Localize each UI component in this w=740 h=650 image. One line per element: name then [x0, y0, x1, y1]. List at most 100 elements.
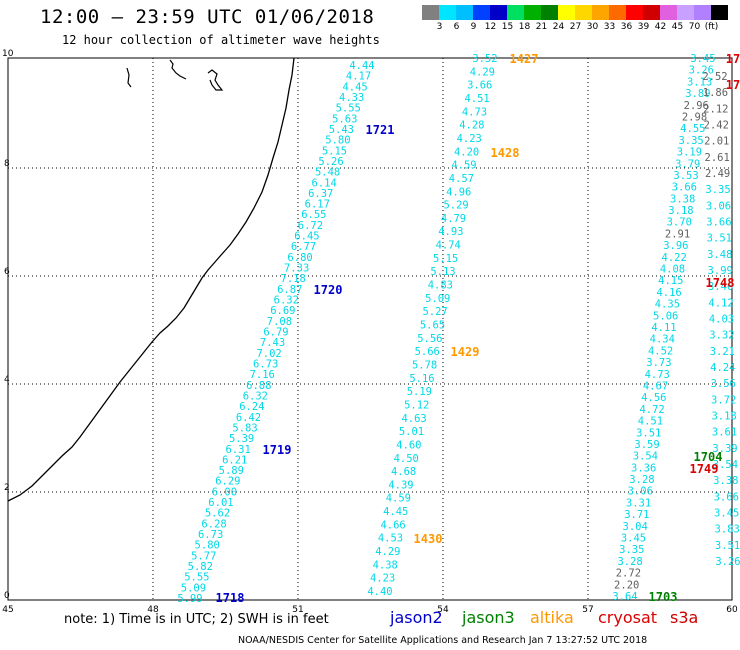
wave-height-value: 4.24 [710, 362, 735, 374]
wave-height-value: 5.62 [205, 508, 230, 520]
satellite-legend-item: s3a [670, 608, 699, 627]
pass-label: 1749 [690, 462, 719, 476]
color-swatch [643, 5, 660, 20]
wave-height-value: 5.80 [325, 135, 350, 147]
wave-height-value: 4.28 [459, 120, 484, 132]
color-scale-label: 15 [501, 22, 514, 32]
wave-height-value: 6.17 [305, 199, 330, 211]
satellite-legend-item: jason3 [462, 608, 515, 627]
wave-height-value: 4.96 [446, 186, 471, 198]
wave-height-value: 7.08 [267, 316, 292, 328]
wave-height-value: 3.54 [633, 451, 658, 463]
pass-number-labels: 1427 1721 1428 1720 1429 1719 1430 1718 17041749… [216, 52, 740, 605]
wave-height-value: 4.38 [373, 559, 398, 571]
wave-height-value: 4.68 [391, 466, 416, 478]
wave-height-value: 4.03 [709, 314, 734, 326]
y-tick-label: 0 [4, 591, 10, 601]
color-scale-label: 45 [671, 22, 684, 32]
wave-height-value: 2.42 [704, 120, 729, 132]
pass-label: 1719 [263, 443, 292, 457]
wave-height-value: 5.77 [191, 550, 216, 562]
wave-height-value: 6.87 [277, 284, 302, 296]
wave-height-value: 5.80 [195, 540, 220, 552]
pass-label: 1429 [451, 345, 480, 359]
wave-height-value: 5.19 [407, 386, 432, 398]
wave-height-value: 5.99 [177, 593, 202, 605]
color-scale-label: 27 [569, 22, 582, 32]
x-tick-label: 60 [726, 605, 738, 615]
wave-height-value: 4.73 [462, 106, 487, 118]
x-tick-label: 54 [437, 605, 449, 615]
wave-height-value: 3.64 [612, 591, 637, 603]
wave-height-value: 5.63 [332, 113, 357, 125]
wave-height-value: 4.67 [643, 380, 668, 392]
wave-height-value: 6.00 [212, 486, 237, 498]
wave-height-value: 4.40 [367, 586, 392, 598]
wave-height-value: 4.93 [438, 226, 463, 238]
y-tick-label: 6 [4, 267, 10, 277]
pass-label: 1428 [491, 146, 520, 160]
wave-height-value: 5.55 [184, 572, 209, 584]
color-swatch [626, 5, 643, 20]
wave-height-value: 4.51 [464, 93, 489, 105]
color-scale-label: 3 [436, 22, 443, 32]
pass-label: 1704 [694, 450, 723, 464]
wave-height-value: 3.66 [672, 182, 697, 194]
pass-label: 1718 [216, 591, 245, 605]
wave-height-value: 6.28 [201, 518, 226, 530]
color-scale-labels: 3 6 9 12 15 18 21 24 27 30 33 36 39 42 45 70 (ft) [422, 22, 720, 32]
wave-height-value: 4.53 [378, 533, 403, 545]
wave-height-value: 4.72 [639, 404, 664, 416]
wave-height-value: 5.83 [232, 422, 257, 434]
wave-height-value: 3.35 [619, 544, 644, 556]
x-tick-label: 45 [2, 605, 13, 615]
wave-height-value: 3.79 [675, 158, 700, 170]
wave-height-value: 3.71 [624, 509, 649, 521]
wave-height-value: 4.44 [349, 60, 374, 72]
wave-height-value: 2.96 [684, 100, 709, 112]
wave-height-value: 3.19 [677, 147, 702, 159]
wave-height-value: 5.26 [318, 156, 343, 168]
color-scale-label: 42 [654, 22, 667, 32]
wave-height-value: 6.14 [312, 177, 337, 189]
wave-height-value: 3.35 [705, 184, 730, 196]
wave-height-value: 6.80 [287, 252, 312, 264]
wave-height-value: 5.39 [229, 433, 254, 445]
color-swatch [422, 5, 439, 20]
wave-height-value: 5.55 [336, 103, 361, 115]
wave-height-value: 5.01 [399, 426, 424, 438]
wave-height-value: 4.66 [380, 519, 405, 531]
wave-height-value: 4.17 [346, 71, 371, 83]
wave-height-value: 1.86 [703, 87, 728, 99]
wave-height-value: 6.24 [239, 401, 264, 413]
color-scale-label: (ft) [704, 22, 719, 32]
pass-label: 1703 [649, 590, 678, 604]
wave-height-value: 3.52 [472, 53, 497, 65]
wave-height-value: 3.59 [634, 439, 659, 451]
x-tick-label: 48 [147, 605, 159, 615]
wave-height-value: 3.18 [711, 411, 736, 423]
wave-height-value: 5.09 [181, 582, 206, 594]
footer-note: note: 1) Time is in UTC; 2) SWH is in fe… [64, 612, 329, 627]
pass-label: 17 [726, 78, 740, 92]
wave-height-value: 4.73 [645, 369, 670, 381]
wave-height-value: 6.79 [263, 327, 288, 339]
wave-height-value: 2.72 [616, 568, 641, 580]
wave-height-value: 6.69 [270, 305, 295, 317]
wave-height-value: 5.15 [433, 253, 458, 265]
wave-height-value: 5.13 [430, 266, 455, 278]
wave-height-value: 6.29 [215, 476, 240, 488]
wave-height-value: 5.66 [415, 346, 440, 358]
wave-height-value: 3.56 [711, 378, 736, 390]
wave-height-value: 4.33 [339, 92, 364, 104]
color-swatch [660, 5, 677, 20]
wave-height-value: 7.33 [284, 263, 309, 275]
altimeter-track-points: 4.444.174.454.335.555.635.435.805.155.26… [177, 53, 740, 605]
wave-height-value: 7.18 [281, 273, 306, 285]
wave-height-value: 3.51 [715, 540, 740, 552]
color-swatch [456, 5, 473, 20]
wave-height-value: 4.50 [394, 453, 419, 465]
pass-label: 1430 [414, 532, 443, 546]
axis-tick-labels: 45 48 51 54 57 60 0 2 4 6 8 10 [2, 49, 738, 615]
wave-height-value: 3.99 [708, 265, 733, 277]
